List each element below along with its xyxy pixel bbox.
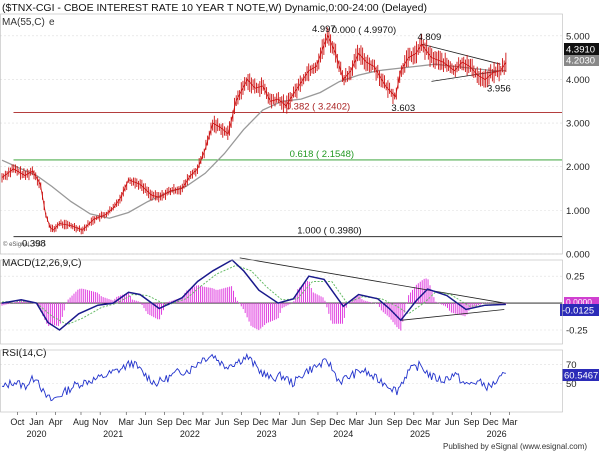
x-tick-label: Jun (445, 417, 460, 427)
price-bars (1, 27, 507, 235)
x-tick-label: Mar (502, 417, 518, 427)
x-tick-label: Jun (368, 417, 383, 427)
macd-y-tick-label: -0.25 (566, 326, 588, 337)
footer-credit: Published by eSignal (www.esignal.com) (443, 442, 587, 451)
x-axis: Oct Jan Apr Aug Nov Mar Jun Sep Dec Mar Jun Sep Dec M… (10, 412, 517, 439)
x-tick-label: Dec (176, 417, 193, 427)
macd-trendline (400, 309, 505, 321)
price-y-tick-label: 2.000 (566, 162, 590, 173)
x-tick-label: Mar (425, 417, 441, 427)
x-tick-label: Sep (463, 417, 479, 427)
price-y-tick-label: 0.000 (566, 250, 590, 261)
x-tick-label: Mar (272, 417, 288, 427)
price-annotation: 4.997 (312, 24, 336, 35)
macd-line (1, 259, 506, 331)
x-tick-label: Dec (483, 417, 500, 427)
ma-label: MA(55,C) (2, 17, 45, 28)
x-tick-label: Jan (29, 417, 44, 427)
close-price-tag: 4.3910 (564, 43, 599, 56)
x-year-label: 2025 (410, 429, 430, 439)
macd-value-tag-text: -0.0125 (562, 306, 594, 317)
x-tick-label: Oct (10, 417, 25, 427)
x-tick-label: Mar (118, 417, 134, 427)
x-tick-label: Dec (329, 417, 346, 427)
x-tick-label: Sep (387, 417, 403, 427)
ma-price-tag: 4.2030 (564, 55, 599, 67)
price-annotation: 3.956 (487, 83, 511, 94)
ma-price-tag-text: 4.2030 (566, 56, 595, 67)
price-y-tick-label: 1.000 (566, 206, 590, 217)
x-tick-label: Dec (252, 417, 269, 427)
fib-label: 1.000 ( 0.3980) (297, 226, 361, 237)
x-tick-label: Jun (215, 417, 230, 427)
price-annotation: 4.809 (418, 32, 442, 43)
x-tick-label: Jun (292, 417, 307, 427)
macd-panel-title: MACD(12,26,9,C) (2, 258, 81, 269)
rsi-y-tick-label: 50 (566, 379, 577, 390)
rsi-frame (0, 349, 563, 413)
macd-level-tag: 0.0000 (564, 297, 599, 307)
price-y-tick-label: 4.000 (566, 75, 590, 86)
macd-value-tag: -0.0125 (560, 304, 599, 317)
macd-level-tag-text: 0.0000 (566, 297, 592, 307)
x-tick-label: Mar (195, 417, 211, 427)
fib-label: 0.618 ( 2.1548) (290, 149, 354, 160)
price-y-tick-label: 5.000 (566, 31, 590, 42)
price-frame (0, 13, 563, 255)
rsi-y-tick-label: 70 (566, 360, 577, 371)
x-year-label: 2024 (333, 429, 353, 439)
x-year-label: 2022 (180, 429, 200, 439)
x-year-label: 2023 (257, 429, 277, 439)
price-annotation: 0.398 (22, 239, 46, 250)
rsi-panel: 70 50 RSI(14,C) 60.5467 (0, 348, 599, 413)
x-year-label: 2026 (487, 429, 507, 439)
rsi-value-tag: 60.5467 (562, 369, 599, 382)
macd-trendline (239, 257, 505, 304)
price-close-line (1, 34, 507, 231)
price-annotation: 3.603 (391, 103, 415, 114)
price-y-tick-label: 3.000 (566, 119, 590, 130)
x-tick-label: Sep (233, 417, 249, 427)
macd-y-tick-label: 0.25 (566, 272, 585, 283)
ma-label-suffix: e (49, 17, 55, 28)
chart-title: ($TNX-CGI - CBOE INTEREST RATE 10 YEAR T… (2, 2, 427, 14)
fib-label: 0.000 ( 4.9970) (332, 25, 396, 36)
x-tick-label: Sep (310, 417, 326, 427)
watermark: © eSignal, 2021 (3, 241, 46, 248)
x-year-label: 2020 (26, 429, 46, 439)
x-tick-label: Sep (157, 417, 173, 427)
close-price-tag-text: 4.3910 (566, 45, 595, 56)
macd-frame (0, 259, 563, 345)
x-tick-label: Aug (73, 417, 89, 427)
x-tick-label: Jun (138, 417, 153, 427)
macd-signal-line (1, 264, 506, 326)
fib-label: 0.382 ( 3.2402) (286, 102, 350, 113)
rsi-line (1, 352, 506, 402)
x-year-label: 2021 (103, 429, 123, 439)
rsi-panel-title: RSI(14,C) (2, 348, 46, 359)
x-tick-label: Dec (406, 417, 423, 427)
x-tick-label: Apr (49, 417, 63, 427)
x-tick-label: Nov (92, 417, 109, 427)
macd-panel: 0.25 -0.25 MACD(12,26,9,C) 0.0000 -0.0125 (0, 257, 599, 345)
triangle-upper-line (421, 43, 501, 65)
price-panel: 0.000 ( 4.9970) 0.382 ( 3.2402) 0.618 ( 2.… (0, 2, 599, 261)
ma-line (1, 63, 506, 219)
rsi-value-tag-text: 60.5467 (564, 371, 598, 382)
x-tick-label: Mar (349, 417, 365, 427)
